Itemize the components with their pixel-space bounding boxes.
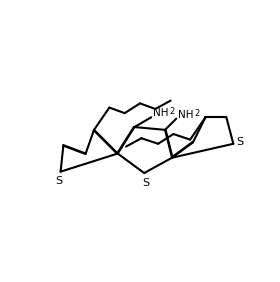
Text: 2: 2 xyxy=(170,107,175,116)
Text: S: S xyxy=(142,178,149,188)
Text: S: S xyxy=(237,137,244,147)
Text: NH: NH xyxy=(153,108,168,118)
Text: NH: NH xyxy=(178,109,193,120)
Text: S: S xyxy=(56,177,63,186)
Text: 2: 2 xyxy=(195,109,200,118)
